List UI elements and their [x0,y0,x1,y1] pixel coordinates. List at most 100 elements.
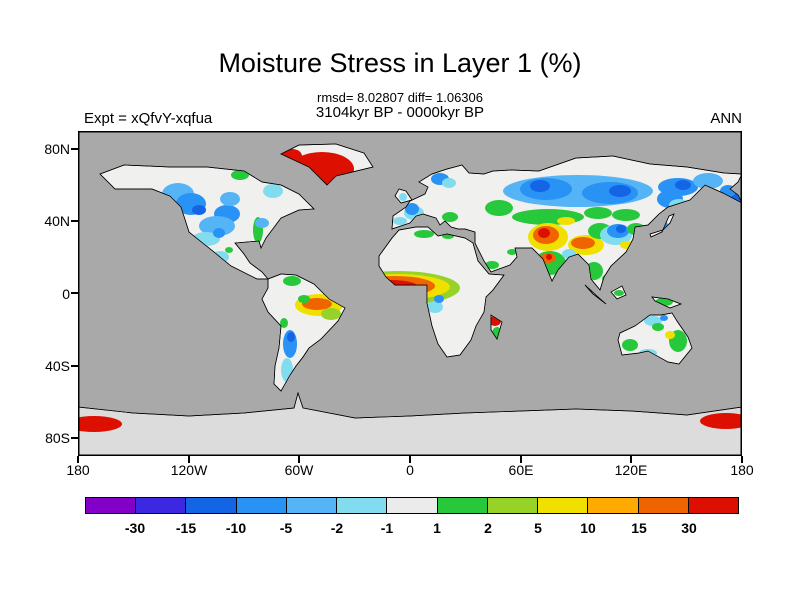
axis-tick [71,292,78,294]
anomaly-blob [557,217,575,225]
experiment-label: Expt = xQfvY-xqfua [84,110,213,127]
anomaly-blob [283,276,301,286]
x-axis-tick-label: 120W [170,462,208,478]
anomaly-blob [546,254,552,260]
y-axis-tick-label: 0 [62,286,70,302]
axis-tick [741,456,743,463]
y-axis-tick-label: 40S [45,358,70,374]
anomaly-blob [530,180,550,192]
colorbar-tick-label: 30 [681,520,697,536]
period-line: 3104kyr BP - 0000kyr BP [315,104,485,121]
anomaly-blob [675,180,691,190]
y-axis-tick-label: 80N [44,141,70,157]
anomaly-blob [660,315,668,321]
colorbar-tick-label: 2 [484,520,492,536]
colorbar-tick-label: 10 [580,520,596,536]
anomaly-blob [507,249,517,255]
colorbar-segment [687,497,740,514]
anomaly-blob [231,170,249,180]
colorbar-segment [436,497,488,514]
colorbar-tick-label: -1 [380,520,394,536]
anomaly-blob [652,323,664,331]
axis-tick [298,456,300,463]
axis-tick [520,456,522,463]
x-axis-tick-label: 0 [406,462,414,478]
anomaly-blob [220,192,240,206]
axis-tick [71,365,78,367]
colorbar-tick-label: 15 [631,520,647,536]
anomaly-blob [584,207,612,219]
anomaly-blob [622,339,638,351]
anomaly-blob [442,178,456,188]
anomaly-blob [302,298,332,310]
colorbar-tick-label: -10 [225,520,247,536]
axis-tick [188,456,190,463]
colorbar-segment [637,497,689,514]
anomaly-blob [612,209,640,221]
colorbar-segment [587,497,639,514]
colorbar-segment [486,497,539,514]
stats-line: rmsd= 8.02807 diff= 1.06306 [317,90,483,105]
colorbar-tick-label: 5 [534,520,542,536]
anomaly-blob [280,318,288,328]
colorbar-tick-label: -30 [124,520,146,536]
axis-tick [71,437,78,439]
anomaly-blob [427,301,443,313]
colorbar-segment [386,497,438,514]
colorbar-tick-label: -15 [175,520,197,536]
anomaly-blob [213,228,225,238]
axis-tick [630,456,632,463]
x-axis-tick-label: 120E [614,462,648,478]
anomaly-blob [287,332,295,342]
anomaly-blob [414,230,434,238]
anomaly-blob [485,200,513,216]
anomaly-blob [225,247,233,253]
anomaly-blob [393,217,407,225]
anomaly-blob [321,308,341,320]
colorbar-segment [135,497,187,514]
axis-tick [71,148,78,150]
colorbar-segment [336,497,388,514]
y-axis-tick-label: 40N [44,213,70,229]
anomaly-blob [538,228,550,238]
axis-tick [77,456,79,463]
x-axis-tick-label: 180 [730,462,754,478]
anomaly-blob [298,295,310,303]
anomaly-blob [399,193,407,201]
anomaly-blob [693,173,723,189]
anomaly-blob [434,295,444,303]
map-frame [78,131,742,456]
colorbar-tick-label: -2 [330,520,344,536]
x-axis-tick-label: 60E [508,462,534,478]
anomaly-blob [442,212,458,222]
anomaly-blob [616,225,626,233]
anomaly-blob [485,261,499,269]
anomaly-blob [614,290,624,296]
colorbar [85,497,740,514]
anomaly-blob [263,184,283,198]
y-axis-tick-label: 80S [45,430,70,446]
anomaly-blob [571,237,595,249]
anomaly-blob [78,416,122,432]
world-map [78,131,742,456]
anomaly-blob [700,413,742,429]
page-title: Moisture Stress in Layer 1 (%) [218,48,582,78]
anomaly-blob [665,331,675,339]
axis-tick [71,220,78,222]
season-label: ANN [710,110,742,127]
anomaly-blob [199,216,235,236]
anomaly-blob [405,203,419,215]
colorbar-segment [235,497,287,514]
colorbar-segment [185,497,237,514]
x-axis-tick-label: 60W [284,462,314,478]
x-axis-tick-label: 180 [66,462,90,478]
colorbar-segment [537,497,589,514]
colorbar-tick-label: -5 [279,520,293,536]
colorbar-segment [85,497,137,514]
colorbar-tick-label: 1 [433,520,441,536]
anomaly-blob [192,205,206,215]
anomaly-blob [609,185,631,197]
colorbar-segment [285,497,338,514]
axis-tick [409,456,411,463]
